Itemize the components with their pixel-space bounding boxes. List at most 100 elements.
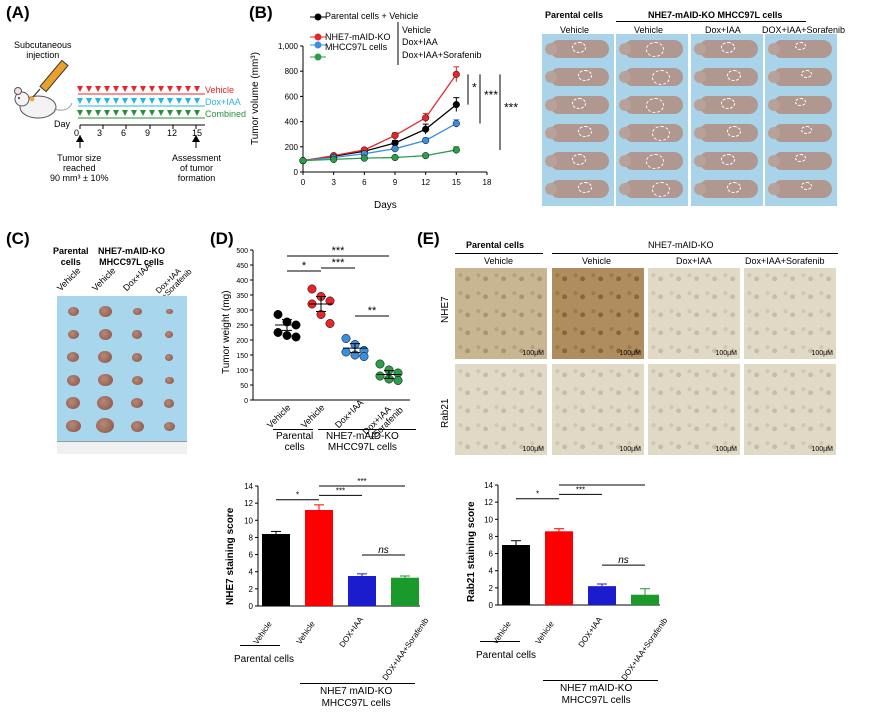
treatment-triangle (140, 86, 146, 92)
treatment-triangle (158, 110, 164, 116)
b-xtick-label: 9 (393, 178, 398, 187)
bar-ytick-label: 2 (489, 584, 494, 593)
tumor-outline (795, 98, 806, 106)
b-ytick-label: 200 (285, 143, 299, 152)
bar-ytick-label: 4 (249, 568, 254, 577)
d-data-point (375, 359, 385, 369)
tumor-outline (801, 126, 812, 134)
scale-bar-label: 100µM (715, 350, 737, 357)
tumor-outline (727, 126, 741, 137)
b-ytick-label: 1,000 (278, 42, 299, 51)
d-data-point (359, 352, 369, 361)
treatment-triangle (77, 110, 83, 116)
rab21-rule-parental (480, 641, 520, 642)
c-col-2: Vehicle (89, 265, 118, 293)
treatment-triangle (104, 110, 110, 116)
tumor-outline (795, 42, 806, 50)
b-photo-header-parental: Parental cells (545, 10, 604, 20)
b-data-point (299, 157, 307, 165)
d-ytick-label: 250 (236, 323, 248, 330)
bar-sig-label: * (296, 491, 299, 500)
b-data-point (391, 153, 399, 162)
e-row-nhe7: NHE7 (440, 296, 451, 323)
d-ytick-label: 100 (236, 368, 248, 375)
bar-ytick-label: 12 (244, 499, 253, 508)
d-ytick-label: 200 (236, 338, 248, 345)
bar (502, 545, 530, 605)
panel-label-a: (A) (6, 3, 30, 22)
bar-ytick-label: 12 (484, 498, 493, 507)
bar (348, 576, 376, 606)
legend-marker (314, 33, 322, 41)
tumor-outline (578, 70, 592, 81)
sig-label: *** (504, 101, 518, 115)
b-data-point (422, 125, 430, 133)
treatment-triangle (167, 110, 173, 116)
treatment-triangle (140, 98, 146, 104)
excised-tumor (98, 351, 112, 363)
treatment-triangle (131, 98, 137, 104)
d-ytick-label: 300 (236, 308, 248, 315)
scale-bar-label: 100µM (811, 446, 833, 453)
bar-sig-label: *** (597, 480, 606, 485)
treatment-triangle (104, 98, 110, 104)
mice-photo (616, 34, 688, 206)
excised-tumors-photo (57, 296, 187, 454)
mice-photo (542, 34, 614, 206)
excised-tumor (97, 373, 113, 387)
excised-tumor (67, 306, 79, 316)
d-data-point (282, 331, 292, 340)
tumor-outline (646, 154, 664, 169)
d-ytick-label: 350 (236, 293, 248, 300)
tumor-outline (578, 126, 592, 137)
treatment-triangle (104, 86, 110, 92)
bar-ytick-label: 8 (489, 532, 494, 541)
tumor-outline (572, 42, 586, 53)
bar (631, 594, 659, 605)
e-col-3: Dox+IAA (676, 256, 712, 266)
excised-tumor (67, 329, 79, 339)
excised-tumor (165, 354, 173, 361)
excised-tumor (98, 305, 112, 317)
d-ytick-label: 50 (240, 383, 248, 390)
d-data-point (325, 319, 335, 328)
scale-bar-label: 100µM (522, 446, 544, 453)
start-note: Tumor size reached 90 mm³ ± 10% (50, 153, 109, 183)
treatment-triangle (194, 86, 200, 92)
tumor-outline (727, 182, 741, 193)
excised-tumor (163, 421, 175, 431)
bar (545, 531, 573, 605)
treatment-triangle (77, 86, 83, 92)
nhe7-yaxis-label: NHE7 staining score (225, 507, 236, 605)
b-ytick-label: 600 (285, 92, 299, 101)
day-tick-6: 6 (121, 128, 127, 138)
nhe7-group-ko: NHE7 mAID-KO MHCC97L cells (320, 686, 393, 709)
ihc-image: 100µM (455, 364, 547, 455)
ihc-image: 100µM (552, 268, 644, 359)
nhe7-rule-parental (240, 645, 280, 646)
treatment-triangle (95, 98, 101, 104)
e-rule-ko (552, 253, 838, 254)
scale-bar-label: 100µM (811, 350, 833, 357)
bar-ytick-label: 6 (489, 550, 494, 559)
scale-bar-label: 100µM (619, 446, 641, 453)
b-data-point (422, 152, 430, 160)
treatment-triangle (131, 86, 137, 92)
treatment-triangle (176, 98, 182, 104)
treatment-triangle (185, 98, 191, 104)
excised-tumor (66, 374, 80, 386)
b-data-point (391, 131, 399, 140)
excised-tumor (66, 397, 80, 409)
bar-sig-label: ns (378, 545, 389, 556)
treatment-triangle (113, 110, 119, 116)
bar-ytick-label: 4 (489, 567, 494, 576)
panel-label-e: (E) (417, 229, 440, 248)
treatment-triangle (158, 86, 164, 92)
legend-marker (314, 41, 322, 49)
nhe7-rule-ko (300, 683, 415, 684)
e-row-rab21: Rab21 (440, 398, 451, 428)
treatment-triangle (77, 98, 83, 104)
d-data-point (375, 371, 385, 381)
d-sig-label: ** (368, 305, 377, 317)
treatment-triangle (113, 98, 119, 104)
